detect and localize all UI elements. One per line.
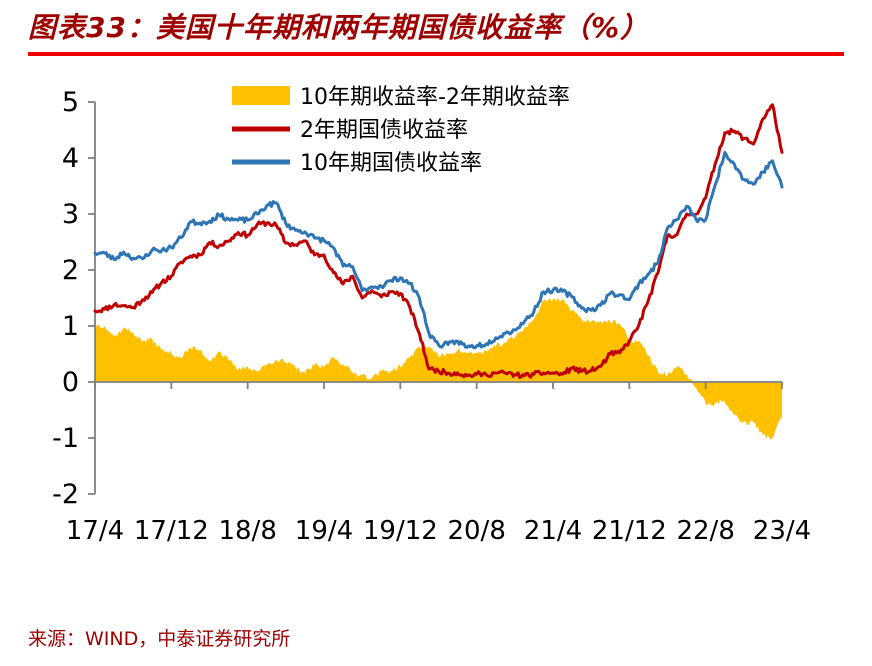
legend-label-10y: 10年期国债收益率 — [300, 151, 482, 176]
yield-chart: -2 -1 0 1 2 3 4 5 17/4 17/12 18/8 19/4 19/12 20/8 21/4… — [52, 85, 811, 546]
x-axis-label: 23/4 — [753, 516, 811, 546]
figure-title: 图表33：美国十年期和两年期国债收益率（%） — [28, 11, 650, 44]
legend-label-spread: 10年期收益率-2年期收益率 — [300, 85, 570, 110]
axes — [88, 101, 783, 495]
title-underline — [28, 52, 844, 56]
x-axis-label: 19/12 — [363, 516, 438, 546]
y-axis-label: -2 — [52, 479, 79, 510]
x-axis-label: 22/8 — [676, 516, 734, 546]
y-axis-label: -1 — [52, 423, 79, 454]
spread-area — [95, 297, 782, 440]
x-axis-label: 19/4 — [295, 516, 353, 546]
y-axis-label: 2 — [62, 255, 79, 286]
figure-header: 图表33：美国十年期和两年期国债收益率（%） — [0, 0, 872, 56]
x-axis-label: 17/12 — [134, 516, 209, 546]
y-axis-label: 3 — [62, 199, 79, 230]
x-axis-label: 18/8 — [218, 516, 276, 546]
series-line-2y — [93, 103, 784, 379]
x-axis-label: 20/8 — [447, 516, 505, 546]
y-axis-label: 1 — [62, 311, 79, 342]
legend-swatch-spread — [232, 86, 290, 105]
x-axis-label: 21/12 — [592, 516, 667, 546]
legend-label-2y: 2年期国债收益率 — [300, 118, 468, 143]
y-axis-label: 4 — [62, 143, 79, 174]
series-line-10y — [93, 150, 784, 350]
x-axis-label: 17/4 — [66, 516, 124, 546]
x-axis-label: 21/4 — [524, 516, 582, 546]
y-axis-label: 0 — [62, 367, 79, 398]
y-axis-label: 5 — [62, 87, 79, 118]
source-note: 来源：WIND，中泰证券研究所 — [28, 628, 291, 650]
